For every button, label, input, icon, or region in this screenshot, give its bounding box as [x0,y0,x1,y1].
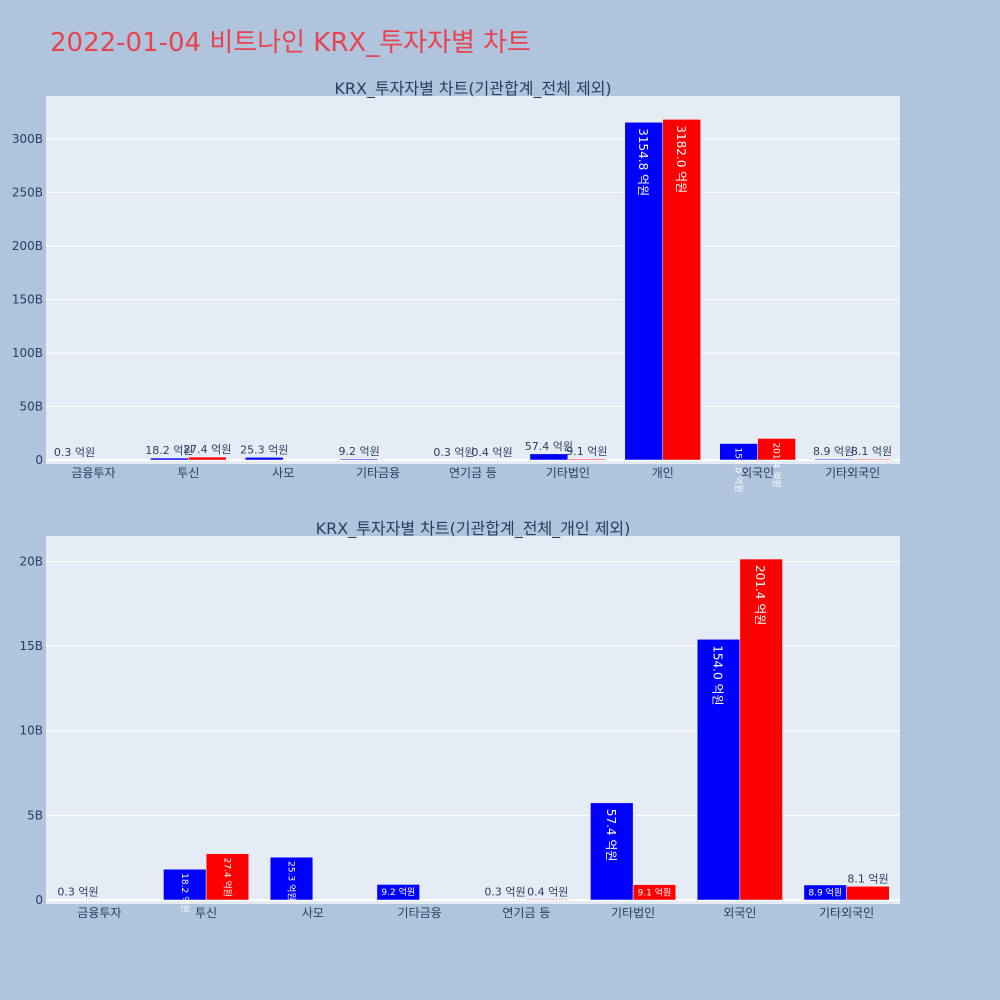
bar-a [624,122,664,461]
y-tick-label: 0 [35,893,43,907]
bar-a [150,457,189,461]
bar-value-label: 201.4 억원 [771,442,783,487]
bar-value-label: 0.3 억원 [484,885,525,898]
y-tick-label: 5B [27,808,43,822]
bar-value-label: 8.9 억원 [813,445,854,458]
bar-value-label: 154.0 억원 [711,645,725,705]
y-tick-label: 20B [19,554,43,568]
bar-value-label: 0.4 억원 [471,446,512,459]
plot-area [46,96,900,464]
bar-a [56,899,100,901]
y-tick-label: 0 [35,453,43,467]
x-tick-label: 외국인 [723,906,756,920]
bar-value-label: 201.4 억원 [753,565,767,625]
x-tick-label: 사모 [272,466,294,480]
bar-value-label: 57.4 억원 [604,809,618,862]
bar-value-label: 57.4 억원 [525,440,573,453]
x-tick-label: 투신 [195,906,217,920]
y-tick-label: 150B [12,292,43,306]
bar-b [188,456,227,461]
bar-b [757,438,796,461]
bar-value-label: 3154.8 억원 [636,128,650,196]
x-tick-label: 기타외국인 [819,906,874,920]
bar-value-label: 25.3 억원 [240,443,288,456]
y-tick-label: 15B [19,639,43,653]
bar-b [852,458,891,461]
bar-value-label: 3182.0 억원 [674,125,688,193]
y-tick-label: 200B [12,239,43,253]
bar-a [339,458,379,461]
x-tick-label: 기타금융 [356,466,400,480]
x-tick-label: 금융투자 [77,906,121,920]
bar-value-label: 8.9 억원 [808,886,842,898]
bar-b [846,886,890,901]
bar-a [269,856,314,901]
chart-panel-1: KRX_투자자별 차트(기관합계_전체 제외) 0 50B 100B 150B 200B 2… [12,79,900,493]
bar-a [590,802,634,901]
bar-value-label: 27.4 억원 [183,443,231,456]
bar-a [376,884,420,901]
bar-a [696,639,741,901]
bar-value-label: 0.3 억원 [57,885,98,898]
bar-value-label: 0.4 억원 [527,885,568,898]
bar-value-label: 25.3 억원 [286,861,298,900]
bar-b [632,884,677,901]
bar-b [662,119,701,461]
page-title: 2022-01-04 비트나인 KRX_투자자별 차트 [50,28,532,58]
bar-b [567,458,607,461]
bar-value-label: 27.4 억원 [221,858,233,897]
bar-value-label: 0.3 억원 [433,446,474,459]
x-tick-label: 기타법인 [546,466,590,480]
y-tick-label: 10B [19,724,43,738]
bar-a [163,868,207,901]
bar-b [739,558,783,901]
bar-value-label: 0.3 억원 [54,446,95,459]
bar-a [483,899,527,901]
x-tick-label: 개인 [652,466,674,480]
x-tick-label: 금융투자 [71,466,115,480]
bar-value-label: 9.2 억원 [381,886,415,898]
bar-a [529,453,569,461]
bar-a [814,458,853,461]
x-tick-label: 연기금 등 [502,906,550,920]
bar-value-label: 9.1 억원 [566,445,607,458]
bar-value-label: 8.1 억원 [847,872,888,885]
y-tick-label: 300B [12,132,43,146]
x-tick-label: 기타외국인 [825,466,880,480]
bar-value-label: 18.2 억원 [179,873,191,912]
x-tick-label: 연기금 등 [449,466,497,480]
chart-title: KRX_투자자별 차트(기관합계_전체 제외) [334,79,611,99]
bar-value-label: 154.0 억원 [733,448,745,493]
bar-b [205,853,250,901]
x-tick-label: 투신 [177,466,199,480]
bar-a [245,457,284,461]
x-tick-label: 기타법인 [611,906,655,920]
bar-value-label: 9.2 억원 [339,445,380,458]
x-tick-label: 기타금융 [398,906,442,920]
y-tick-label: 50B [19,399,43,413]
x-tick-label: 사모 [302,906,324,920]
x-tick-label: 외국인 [741,466,774,480]
bar-b [526,899,570,901]
bar-value-label: 8.1 억원 [851,445,892,458]
bar-value-label: 9.1 억원 [638,886,672,898]
y-tick-label: 100B [12,346,43,360]
chart-title: KRX_투자자별 차트(기관합계_전체_개인 제외) [316,519,631,539]
bar-value-label: 18.2 억원 [145,444,193,457]
y-tick-label: 250B [12,185,43,199]
chart-panel-2: KRX_투자자별 차트(기관합계_전체_개인 제외) 0 5B 10B 15B 20B 금융… [19,519,900,920]
